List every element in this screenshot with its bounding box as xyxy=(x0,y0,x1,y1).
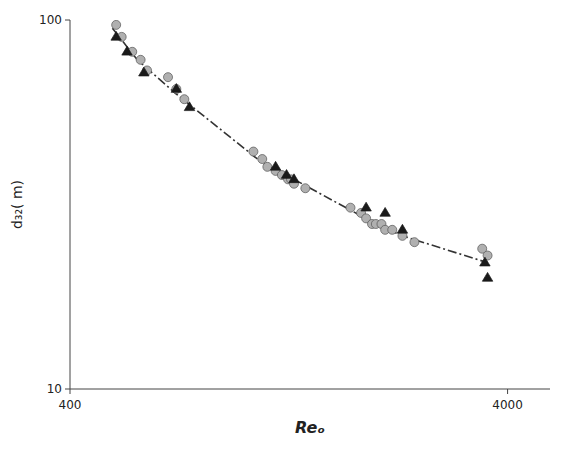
triangle-point xyxy=(184,102,194,111)
triangle-point xyxy=(270,161,280,170)
circle-point xyxy=(136,55,145,64)
x-tick-label: 4000 xyxy=(492,398,523,412)
triangle-point xyxy=(480,257,490,266)
triangle-point xyxy=(171,84,181,93)
circle-point xyxy=(410,238,419,247)
triangle-point xyxy=(482,272,492,281)
chart: 400 4000 10 100 Reₒ d₃₂( m) xyxy=(0,0,575,451)
plot-area xyxy=(111,20,493,281)
triangle-point xyxy=(397,224,407,233)
x-tick xyxy=(507,389,508,394)
circle-point xyxy=(164,73,173,82)
x-tick xyxy=(70,389,71,394)
triangle-point xyxy=(380,207,390,216)
circle-point xyxy=(172,85,181,94)
circle-point xyxy=(249,147,258,156)
x-axis-label: Reₒ xyxy=(295,418,325,437)
circle-point xyxy=(346,203,355,212)
fit-line xyxy=(112,28,487,262)
y-tick-label: 100 xyxy=(39,13,62,27)
y-axis-line xyxy=(70,20,71,389)
triangle-point xyxy=(289,174,299,183)
triangle-point xyxy=(122,46,132,55)
x-axis-line xyxy=(70,389,550,390)
circle-point xyxy=(388,225,397,234)
circle-point xyxy=(180,95,189,104)
circle-point xyxy=(258,155,267,164)
circle-point xyxy=(301,184,310,193)
y-tick xyxy=(65,20,70,21)
y-tick xyxy=(65,389,70,390)
triangle-point xyxy=(361,202,371,211)
circle-point xyxy=(112,20,121,29)
triangle-point xyxy=(139,67,149,76)
x-tick-label: 400 xyxy=(59,398,82,412)
triangle-point xyxy=(111,31,121,40)
triangle-point xyxy=(281,170,291,179)
y-axis-label: d₃₂( m) xyxy=(9,180,25,229)
y-tick-label: 10 xyxy=(47,382,62,396)
